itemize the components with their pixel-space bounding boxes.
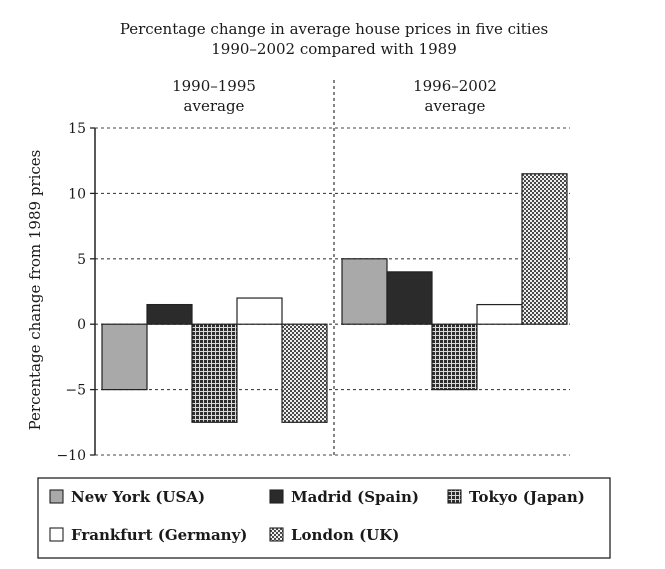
legend-swatch-london-uk [269, 527, 284, 542]
chart-title-line1: Percentage change in average house price… [120, 20, 548, 38]
bar-new-york-usa-1 [101, 323, 148, 391]
bar-madrid-spain-1 [146, 303, 193, 325]
y-ticks: 15 10 5 0 −5 −10 [56, 121, 95, 464]
legend-label-new-york-usa: New York (USA) [71, 488, 205, 506]
legend-label-london-uk: London (UK) [291, 526, 399, 544]
legend-swatch-madrid-spain [269, 489, 284, 504]
legend-box [37, 477, 611, 559]
y-tick-label: 5 [77, 252, 86, 268]
y-tick-label: −10 [56, 448, 86, 464]
group-label-1-line2: average [184, 97, 245, 115]
legend: New York (USA) Madrid (Spain) Tokyo (Japan… [37, 477, 611, 559]
bar-madrid-spain-2 [386, 271, 433, 325]
group-label-2-line2: average [425, 97, 486, 115]
gridlines [95, 127, 570, 456]
group-label-2-line1: 1996–2002 [413, 77, 497, 95]
bar-tokyo-japan-2 [431, 323, 478, 391]
bars [101, 173, 568, 423]
legend-swatch-tokyo-japan [447, 489, 462, 504]
legend-swatch-new-york-usa [49, 489, 64, 504]
y-tick-label: 15 [68, 121, 86, 137]
legend-label-tokyo-japan: Tokyo (Japan) [469, 488, 585, 506]
bar-frankfurt-germany-1 [236, 297, 283, 325]
y-axis-label: Percentage change from 1989 prices [26, 150, 44, 431]
bar-new-york-usa-2 [341, 258, 388, 325]
legend-swatch-frankfurt-germany [49, 527, 64, 542]
chart-title-line2: 1990–2002 compared with 1989 [211, 40, 457, 58]
y-tick-label: 0 [77, 317, 86, 333]
y-tick-label: 10 [68, 186, 86, 202]
bar-london-uk-1 [281, 323, 328, 423]
legend-label-frankfurt-germany: Frankfurt (Germany) [71, 526, 247, 544]
legend-label-madrid-spain: Madrid (Spain) [291, 488, 419, 506]
y-tick-label: −5 [65, 383, 86, 399]
bar-frankfurt-germany-2 [476, 303, 523, 325]
group-label-1-line1: 1990–1995 [172, 77, 256, 95]
bar-tokyo-japan-1 [191, 323, 238, 423]
bar-london-uk-2 [521, 173, 568, 325]
